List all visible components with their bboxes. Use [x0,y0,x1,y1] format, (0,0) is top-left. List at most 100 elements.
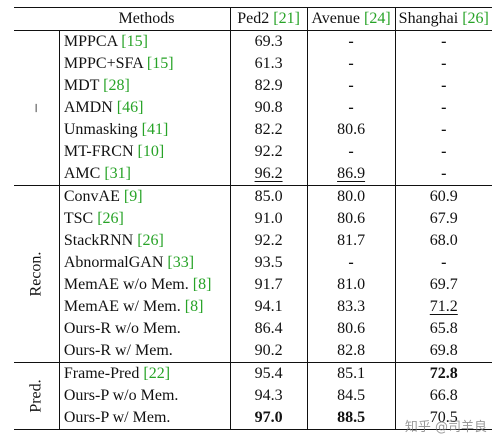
group-label-none: – [14,31,59,186]
shanghai-value: 69.8 [394,340,492,363]
watermark: 知乎 @司羊良 [405,416,487,435]
method-ref: [15] [121,33,148,50]
avenue-value: 86.9 [337,165,366,182]
ped2-value: 82.9 [229,75,308,97]
header-row: Methods Ped2 [21] Avenue [24] Shanghai [… [14,7,492,31]
ped2-header-ref: [21] [273,10,300,27]
method-ref: [26] [137,232,164,249]
shanghai-value: - [394,163,492,186]
shanghai-value: - [394,53,492,75]
method-cell: MDT [28] [58,75,231,97]
shanghai-value: 68.0 [394,230,492,252]
avenue-value: 83.3 [306,296,396,318]
avenue-value: 80.6 [306,208,396,230]
shanghai-value-cell: 71.2 [394,296,492,318]
ped2-header-text: Ped2 [237,10,270,27]
avenue-value: 84.5 [306,385,396,407]
group-header [14,7,60,31]
method-ref: [8] [192,276,212,293]
shanghai-value: 69.7 [394,274,492,296]
method-ref: [22] [143,365,171,382]
method-name: MT-FRCN [63,143,134,160]
shanghai-value: - [394,30,492,53]
method-cell: Frame-Pred [22] [58,362,231,385]
method-cell: StackRNN [26] [58,230,231,252]
group-label-pred: Pred. [14,362,60,430]
table-row: MemAE w/o Mem. [8] 91.7 81.0 69.7 [14,274,492,296]
ped2-value: 92.2 [229,230,308,252]
shanghai-value: 67.9 [394,208,492,230]
method-cell: Ours-R w/ Mem. [58,340,231,363]
table-row: AMDN [46] 90.8 - - [14,97,492,119]
method-ref: [10] [137,143,165,160]
avenue-header: Avenue [24] [306,7,396,31]
method-cell: MPPCA [15] [58,30,231,53]
method-cell: Ours-P w/ Mem. [58,407,231,430]
method-name: MDT [63,77,100,94]
avenue-value: 85.1 [306,362,396,385]
shanghai-value: 66.8 [394,385,492,407]
avenue-value: 80.0 [306,185,396,208]
method-name: MPPC+SFA [63,55,143,72]
method-cell: AMC [31] [58,163,231,186]
method-ref: [41] [141,121,169,138]
method-name: AMDN [63,99,113,116]
ped2-value: 90.2 [229,340,308,363]
methods-header-text: Methods [118,10,175,27]
shanghai-header-text: Shanghai [398,10,459,27]
shanghai-value: 71.2 [429,298,458,315]
avenue-value: - [306,97,396,119]
ped2-value: 94.1 [229,296,308,318]
methods-header: Methods [59,7,231,31]
group-label-text: Recon. [27,251,45,297]
watermark-text: 知乎 @司羊良 [404,420,487,435]
method-name: TSC [63,210,94,227]
ped2-value: 61.3 [229,53,308,75]
method-name: StackRNN [63,232,134,249]
method-name: Unmasking [63,121,138,138]
group-label-recon: Recon. [14,185,60,363]
method-name: AMC [63,165,101,182]
method-cell: MT-FRCN [10] [58,141,231,163]
method-name: ConvAE [63,188,120,205]
ped2-value: 85.0 [229,185,308,208]
avenue-value: - [306,75,396,97]
table-row: MT-FRCN [10] 92.2 - - [14,141,492,163]
method-cell: MPPC+SFA [15] [58,53,231,75]
method-name: MemAE w/o Mem. [63,276,189,293]
method-name: Frame-Pred [63,365,140,382]
table-row: Ours-P w/o Mem. 94.3 84.5 66.8 [14,385,492,407]
table-row: Recon. ConvAE [9] 85.0 80.0 60.9 [14,185,492,363]
table-row: MDT [28] 82.9 - - [14,75,492,97]
shanghai-value: 72.8 [394,362,492,385]
table-row: AbnormalGAN [33] 93.5 - - [14,252,492,274]
ped2-value: 91.7 [229,274,308,296]
group-label-text: – [27,104,45,112]
ped2-value: 90.8 [229,97,308,119]
avenue-header-ref: [24] [364,10,391,27]
ped2-value: 91.0 [229,208,308,230]
avenue-value-cell: 86.9 [306,163,396,186]
ped2-value: 93.5 [229,252,308,274]
shanghai-header: Shanghai [26] [394,7,492,31]
method-cell: Unmasking [41] [58,119,231,141]
ped2-value: 92.2 [229,141,308,163]
ped2-value: 69.3 [229,30,308,53]
method-ref: [46] [116,99,144,116]
shanghai-value: - [394,252,492,274]
method-ref: [8] [184,298,204,315]
method-name: AbnormalGAN [63,254,164,271]
avenue-value: - [306,141,396,163]
avenue-header-text: Avenue [311,10,361,27]
method-name: Ours-P w/ Mem. [63,409,171,426]
ped2-value: 82.2 [229,119,308,141]
avenue-value: 81.0 [306,274,396,296]
method-cell: AMDN [46] [58,97,231,119]
ped2-value: 97.0 [229,407,308,430]
shanghai-value: 70.5 [394,407,492,430]
table-row: MPPC+SFA [15] 61.3 - - [14,53,492,75]
table-row: Pred. Frame-Pred [22] 95.4 85.1 72.8 [14,362,492,430]
ped2-value: 96.2 [254,165,283,182]
method-cell: AbnormalGAN [33] [58,252,231,274]
method-ref: [26] [97,210,124,227]
